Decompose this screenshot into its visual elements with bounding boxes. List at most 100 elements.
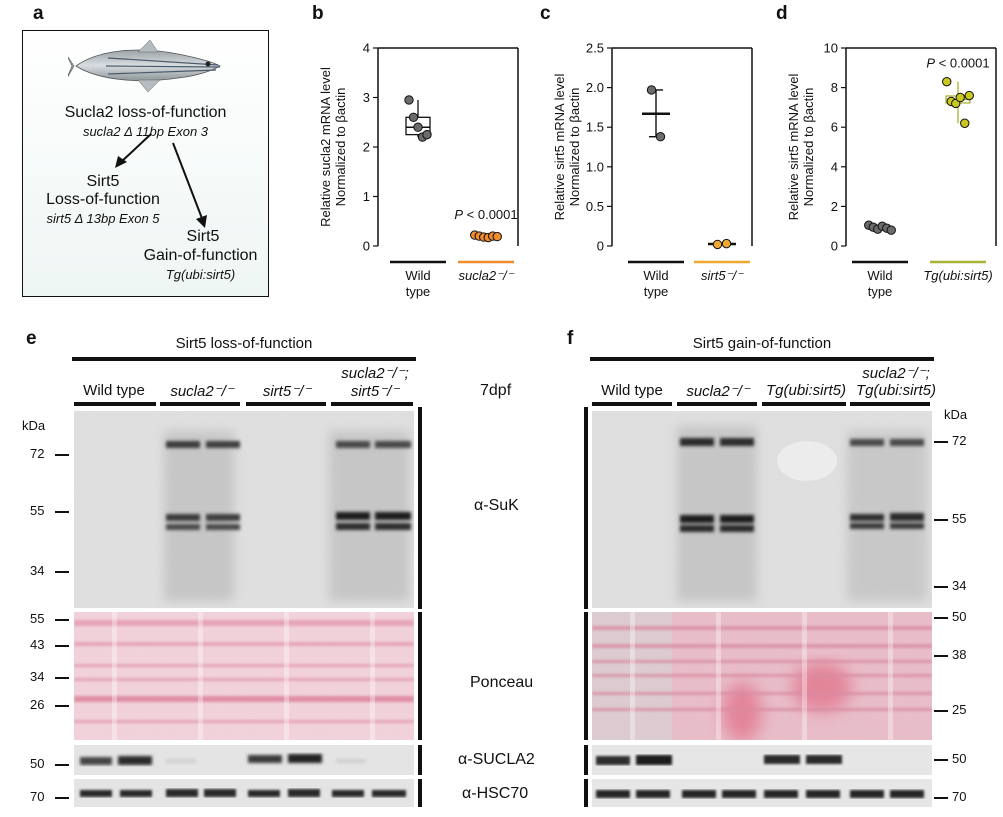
f-suk-tick-34 <box>934 586 948 588</box>
f-pon-tick-50 <box>934 617 948 619</box>
f-hsc70-tick <box>934 797 948 799</box>
y-label-line1: Relative sirt5 mRNA level <box>552 74 567 221</box>
f-suk-tick-55 <box>934 519 948 521</box>
y-label-line2: Normalized to βactin <box>333 88 348 207</box>
e-group-dko-1: sucla2⁻/⁻; <box>341 365 409 382</box>
e-suk-bracket <box>418 407 422 609</box>
data-point <box>942 76 952 87</box>
zebrafish-icon <box>68 39 221 93</box>
e-suk-marker-55: 55 <box>30 503 45 518</box>
chart-d-plot: 0 2 4 6 8 10 Relative sirt5 mRNA level Normaliz… <box>786 41 997 299</box>
data-point <box>886 225 896 235</box>
f-kda-label: kDa <box>944 407 968 422</box>
e-sucla2-blot <box>74 745 414 775</box>
f-group-bar-1 <box>592 402 672 406</box>
e-group-bar-2 <box>160 402 240 406</box>
e-group-bar-4 <box>331 402 413 406</box>
category-label: Tg(ubi:sirt5) <box>923 268 992 283</box>
sucla2-label: α-SUCLA2 <box>458 751 535 768</box>
e-pon-marker-26: 26 <box>30 697 45 712</box>
f-suk-tick-72 <box>934 441 948 443</box>
e-pon-tick-34 <box>55 677 69 679</box>
hsc70-label: α-HSC70 <box>462 785 529 802</box>
y-tick-label: 1 <box>363 189 370 204</box>
e-sucla2-marker: 50 <box>30 756 45 771</box>
p-value-annotation: P < 0.0001 <box>926 56 989 71</box>
y-tick-label: 1.5 <box>586 120 604 135</box>
left-branch-3: sirt5 Δ 13bp Exon 5 <box>46 211 160 226</box>
left-branch-1: Sirt5 <box>86 173 120 190</box>
f-hsc70-bracket <box>584 779 588 807</box>
chart-b: 0 1 2 3 4 Relative sucla2 mRNA level Normalize… <box>318 41 519 299</box>
data-point <box>404 95 414 105</box>
f-group-dtg-2: Tg(ubi:sirt5) <box>855 382 937 399</box>
data-point <box>721 238 732 249</box>
data-point <box>955 92 965 103</box>
data-point <box>646 85 657 95</box>
f-suk-bracket <box>584 407 588 609</box>
category-label: sucla2⁻/⁻ <box>459 268 515 283</box>
category-label: Wild <box>867 268 892 283</box>
chart-c-plot: 0 0.5 1.0 1.5 2.0 2.5 Relative sirt5 mRNA leve… <box>552 41 753 299</box>
panel-label-b: b <box>312 3 324 24</box>
data-point <box>712 239 723 250</box>
e-ponceau-bracket <box>418 612 422 740</box>
category-label: Wild <box>643 268 668 283</box>
data-point <box>964 90 974 101</box>
f-suk-blot <box>592 411 932 608</box>
f-group-tg: Tg(ubi:sirt5) <box>765 382 847 399</box>
y-tick-label: 0 <box>831 239 838 254</box>
left-branch-2: Loss-of-function <box>46 191 160 208</box>
e-pon-marker-34: 34 <box>30 669 45 684</box>
category-label: sirt5⁻/⁻ <box>701 268 744 283</box>
e-suk-marker-34: 34 <box>30 563 45 578</box>
data-point <box>422 129 432 140</box>
e-sucla2-bracket <box>418 745 422 775</box>
panel-f-title-bar <box>590 357 934 361</box>
e-group-wt: Wild type <box>83 382 145 399</box>
y-label-line1: Relative sirt5 mRNA level <box>786 74 801 221</box>
y-label-line1: Relative sucla2 mRNA level <box>318 67 333 227</box>
y-tick-label: 2.0 <box>586 80 604 95</box>
e-group-sirt5: sirt5⁻/⁻ <box>262 383 312 400</box>
e-pon-tick-55 <box>55 619 69 621</box>
e-hsc70-blot <box>74 779 414 807</box>
f-pon-marker-38: 38 <box>952 647 967 662</box>
f-group-sucla2: sucla2⁻/⁻ <box>686 383 750 400</box>
panel-a-subtitle: sucla2 Δ 11bp Exon 3 <box>82 124 209 139</box>
e-hsc70-tick <box>55 797 69 799</box>
panel-a-title: Sucla2 loss-of-function <box>64 104 227 121</box>
chart-b-plot: 0 1 2 3 4 Relative sucla2 mRNA level Normalize… <box>318 41 519 299</box>
f-group-bar-4 <box>850 402 930 406</box>
right-branch-1: Sirt5 <box>186 228 220 245</box>
y-tick-label: 4 <box>363 41 370 56</box>
f-sucla2-bracket <box>584 745 588 775</box>
panel-label-c: c <box>540 3 551 24</box>
y-tick-label: 0 <box>363 239 370 254</box>
y-tick-label: 3 <box>363 90 370 105</box>
f-hsc70-blot <box>592 779 932 807</box>
panel-e-title: Sirt5 loss-of-function <box>175 335 313 352</box>
e-group-dko-2: sirt5⁻/⁻ <box>350 383 400 400</box>
e-pon-marker-43: 43 <box>30 637 45 652</box>
chart-c: 0 0.5 1.0 1.5 2.0 2.5 Relative sirt5 mRNA leve… <box>552 41 753 299</box>
f-ponceau-bracket <box>584 612 588 740</box>
e-suk-tick-34 <box>55 571 69 573</box>
e-suk-marker-72: 72 <box>30 446 45 461</box>
e-pon-tick-26 <box>55 705 69 707</box>
right-branch-3: Tg(ubi:sirt5) <box>165 267 236 282</box>
f-sucla2-marker: 50 <box>952 751 967 766</box>
y-tick-label: 1.0 <box>586 159 604 174</box>
f-sucla2-tick <box>934 759 948 761</box>
f-group-bar-2 <box>677 402 757 406</box>
e-group-bar-3 <box>246 402 326 406</box>
data-point <box>960 118 970 128</box>
data-point <box>655 132 666 142</box>
ponceau-label: Ponceau <box>470 674 534 691</box>
e-group-sucla2: sucla2⁻/⁻ <box>170 383 234 400</box>
p-value-annotation: P < 0.0001 <box>454 207 517 222</box>
f-pon-tick-38 <box>934 655 948 657</box>
y-label-line2: Normalized to βactin <box>567 88 582 207</box>
f-hsc70-marker: 70 <box>952 789 967 804</box>
category-label: Wild <box>405 268 430 283</box>
